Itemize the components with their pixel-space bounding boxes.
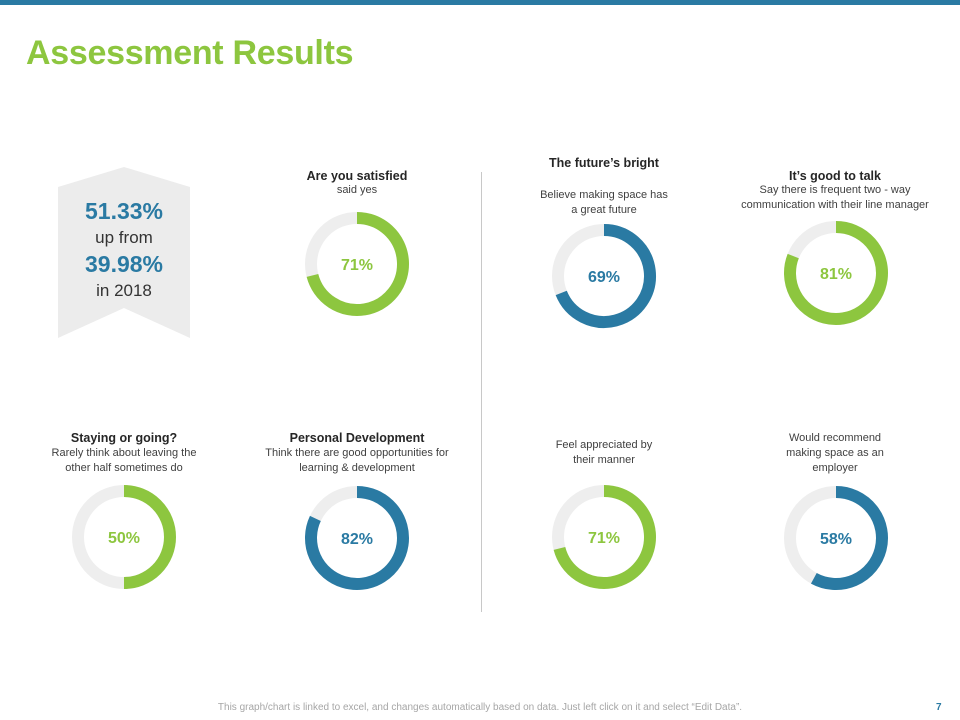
stat-text: 51.33% up from 39.98% in 2018 — [58, 196, 190, 302]
donut-subtitle: Think there are good opportunities for l… — [265, 447, 449, 474]
footer-note: This graph/chart is linked to excel, and… — [217, 702, 743, 713]
donut-value-arc — [305, 486, 409, 590]
page-number: 7 — [936, 702, 942, 713]
stat-text-year: in 2018 — [96, 281, 152, 300]
donut-chart[interactable]: 81% — [783, 220, 889, 326]
donut-chart[interactable]: 71% — [551, 484, 657, 590]
donut-title: It’s good to talk — [789, 169, 881, 183]
top-accent-bar — [0, 0, 960, 5]
stat-value-current: 51.33% — [84, 198, 163, 224]
donut-value-label: 71% — [588, 530, 620, 547]
donut-value-label: 81% — [820, 266, 852, 283]
donut-chart[interactable]: 82% — [304, 485, 410, 591]
donut-value-label: 69% — [588, 269, 620, 286]
donut-value-arc — [553, 485, 656, 589]
donut-title: Staying or going? — [70, 431, 178, 445]
donut-title: Personal Development — [289, 431, 425, 445]
donut-chart[interactable]: 69% — [551, 223, 657, 329]
donut-value-arc — [810, 486, 888, 590]
page-title: Assessment Results — [26, 34, 354, 72]
donut-chart[interactable]: 71% — [304, 211, 410, 317]
donut-value-arc — [123, 485, 176, 589]
donut-value-label: 50% — [108, 530, 140, 547]
vertical-divider — [481, 172, 482, 612]
donut-value-label: 82% — [341, 531, 373, 548]
donut-subtitle: Would recommend making space as an emplo… — [786, 432, 884, 474]
donut-value-label: 71% — [341, 257, 373, 274]
donut-subtitle: Believe making space has a great future — [540, 189, 668, 216]
donut-subtitle: Feel appreciated by their manner — [555, 439, 653, 466]
donut-value-arc — [784, 221, 888, 325]
stat-text-up-from: up from — [95, 228, 153, 247]
donut-chart[interactable]: 58% — [783, 485, 889, 591]
donut-subtitle: Rarely think about leaving the other hal… — [51, 447, 197, 474]
donut-subtitle: Say there is frequent two - way communic… — [741, 184, 929, 211]
stat-value-previous: 39.98% — [84, 251, 163, 277]
donut-value-arc — [555, 224, 656, 328]
donut-value-label: 58% — [820, 531, 852, 548]
donut-subtitle: said yes — [336, 184, 378, 196]
donut-value-arc — [306, 212, 409, 316]
donut-title: Are you satisfied — [306, 169, 408, 183]
donut-chart[interactable]: 50% — [71, 484, 177, 590]
donut-title: The future’s bright — [549, 156, 659, 170]
